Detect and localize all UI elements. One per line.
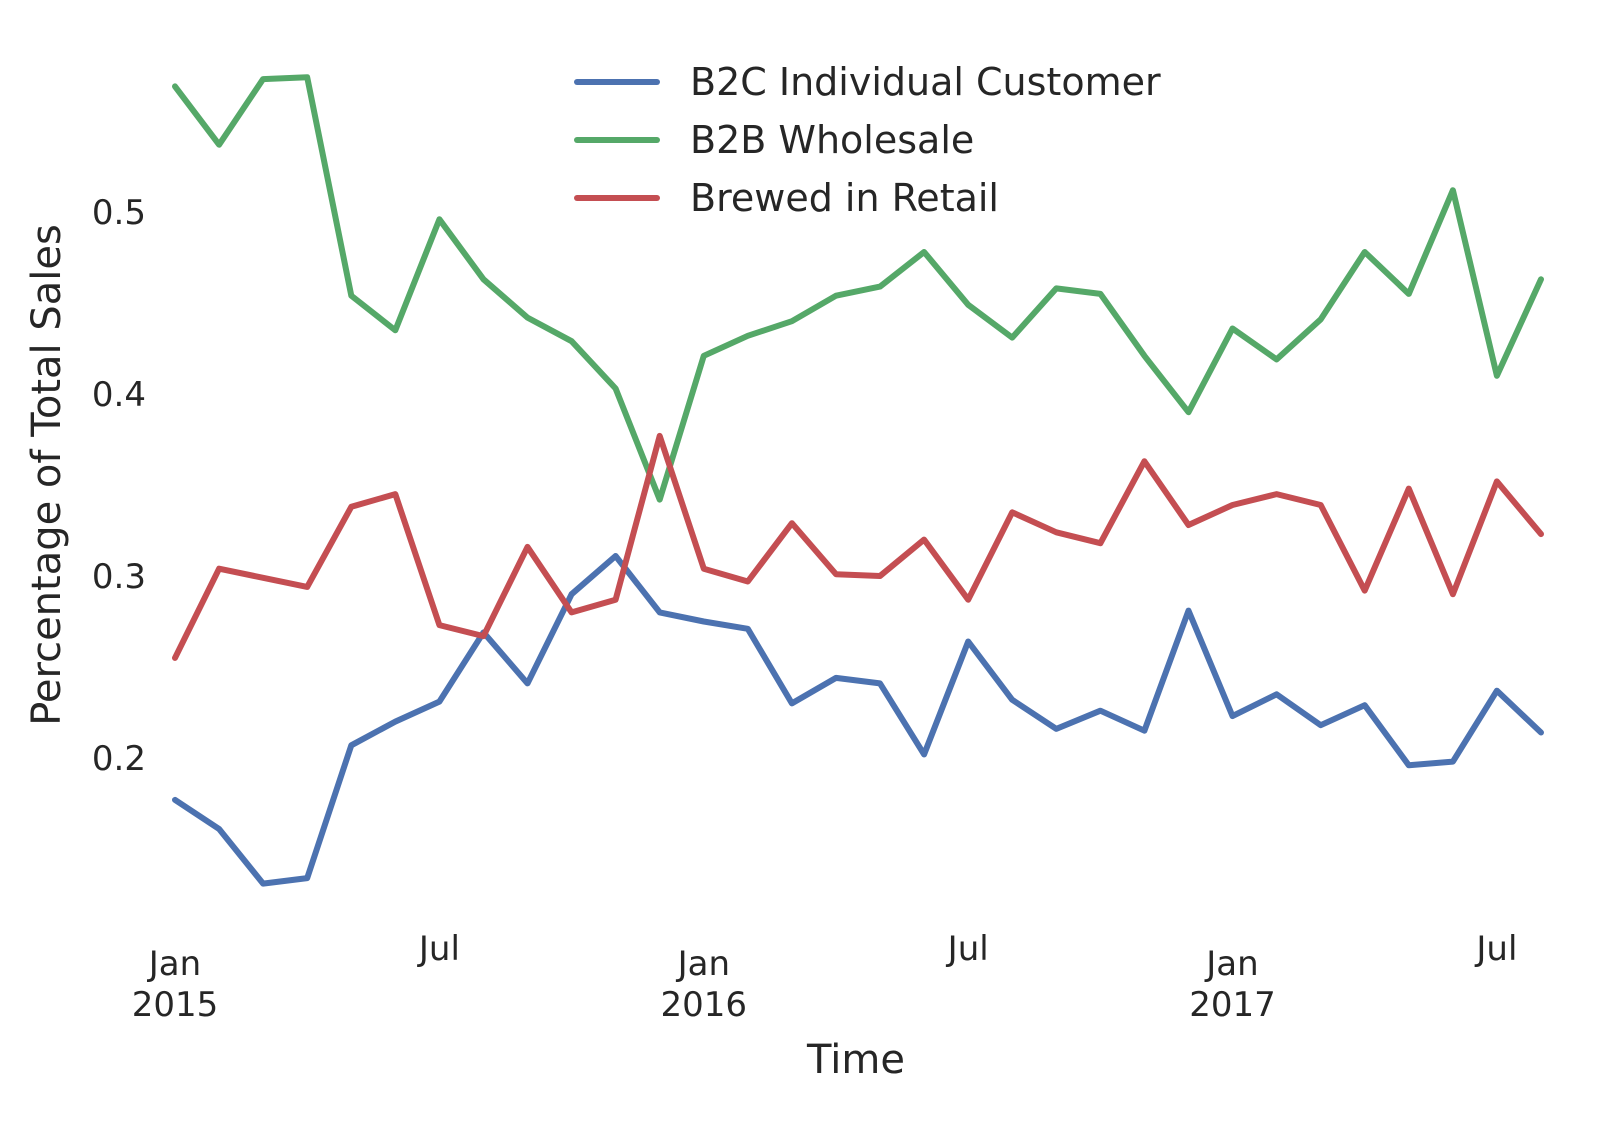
y-tick-label: 0.2 xyxy=(92,739,146,779)
series-line-2 xyxy=(172,432,1544,661)
legend-entry-label: Brewed in Retail xyxy=(690,176,999,220)
legend-entry-label: B2C Individual Customer xyxy=(690,60,1161,104)
legend: B2C Individual Customer B2B Wholesale Brew… xyxy=(574,60,1161,220)
x-axis-label: Time xyxy=(806,1037,905,1083)
x-tick-label: Jul xyxy=(417,929,460,969)
x-tick-label: Jul xyxy=(946,929,989,969)
legend-entry-label: B2B Wholesale xyxy=(690,118,974,162)
x-tick-year-label: 2016 xyxy=(661,985,748,1025)
series-layer xyxy=(172,74,1544,887)
y-axis-label: Percentage of Total Sales xyxy=(24,224,70,726)
y-axis-ticks: 0.2 0.3 0.4 0.5 xyxy=(92,193,146,779)
series-line-0 xyxy=(172,553,1544,887)
x-tick-label: Jan xyxy=(676,944,730,984)
x-tick-label: Jan xyxy=(147,944,201,984)
x-tick-label: Jan xyxy=(1204,944,1258,984)
y-tick-label: 0.3 xyxy=(92,557,146,597)
y-tick-label: 0.4 xyxy=(92,375,146,415)
series-line-1 xyxy=(172,74,1544,503)
y-tick-label: 0.5 xyxy=(92,193,146,233)
x-tick-label: Jul xyxy=(1474,929,1517,969)
x-tick-year-label: 2017 xyxy=(1189,985,1276,1025)
x-tick-year-label: 2015 xyxy=(132,985,219,1025)
